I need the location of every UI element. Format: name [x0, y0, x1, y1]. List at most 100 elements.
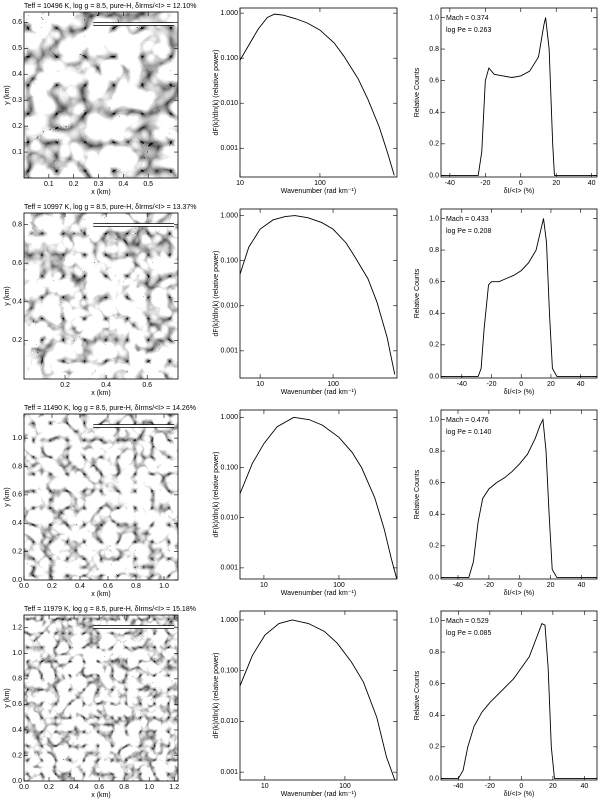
y-tick-label: 0.8 — [429, 46, 439, 53]
x-tick-label: 0 — [518, 582, 522, 589]
x-tick-label: 0.5 — [143, 181, 153, 188]
y-tick-label: 0.6 — [12, 492, 22, 499]
y-tick-label: 0.2 — [12, 548, 22, 555]
y-tick-label: 0.100 — [220, 258, 238, 265]
y-axis-label: y (km) — [4, 487, 11, 506]
granulation-image — [24, 414, 178, 580]
y-tick-label: 0.4 — [429, 109, 439, 116]
x-tick-label: 0 — [519, 381, 523, 388]
x-tick-label: 40 — [580, 783, 588, 790]
y-tick-label: 0.4 — [12, 71, 22, 78]
annotation: log Pe = 0.140 — [446, 429, 491, 436]
panel-title: Teff = 11490 K, log g = 8.5, pure-H, δIr… — [24, 405, 196, 412]
x-tick-label: -40 — [453, 783, 463, 790]
x-tick-label: 0 — [519, 180, 523, 187]
y-axis-label: y (km) — [4, 286, 11, 305]
y-tick-label: 0.2 — [429, 543, 439, 550]
y-tick-label: 0.0 — [429, 775, 439, 782]
y-axis-label: Relative Counts — [414, 67, 421, 117]
x-tick-label: 0 — [519, 783, 523, 790]
data-line — [239, 416, 398, 580]
x-tick-label: 10 — [256, 381, 264, 388]
x-tick-label: 0.0 — [19, 784, 29, 791]
x-tick-label: 0.0 — [19, 583, 29, 590]
x-tick-label: 0.8 — [131, 583, 141, 590]
plot-frame — [23, 11, 179, 179]
x-tick-label: 0.6 — [94, 784, 104, 791]
plot-frame — [440, 7, 598, 178]
y-tick-label: 0.001 — [220, 348, 238, 355]
y-tick-label: 0.5 — [12, 45, 22, 52]
x-tick-label: 0.4 — [118, 181, 128, 188]
y-tick-label: 0.8 — [429, 649, 439, 656]
y-tick-label: 1.0 — [12, 435, 22, 442]
x-tick-label: 0.3 — [94, 181, 104, 188]
x-tick-label: 0.4 — [69, 784, 79, 791]
y-tick-label: 0.0 — [429, 574, 439, 581]
x-axis-label: Wavenumber (rad km⁻¹) — [281, 791, 356, 798]
y-axis-label: Relative Counts — [414, 469, 421, 519]
x-tick-label: 0.4 — [75, 583, 85, 590]
y-tick-label: 1.0 — [429, 14, 439, 21]
y-tick-label: 1.000 — [220, 414, 238, 421]
y-axis-label: Relative Counts — [414, 268, 421, 318]
x-tick-label: 10 — [260, 582, 268, 589]
x-tick-label: 100 — [339, 783, 351, 790]
x-tick-label: 20 — [552, 180, 560, 187]
x-tick-label: 100 — [327, 381, 339, 388]
plot-frame — [440, 610, 598, 781]
y-tick-label: 0.2 — [429, 342, 439, 349]
annotation: log Pe = 0.208 — [446, 228, 491, 235]
granulation-image — [24, 615, 178, 781]
y-tick-label: 0.010 — [220, 515, 238, 522]
y-tick-label: 0.0 — [12, 577, 22, 584]
x-axis-label: Wavenumber (rad km⁻¹) — [281, 590, 356, 597]
data-line — [239, 215, 396, 375]
x-tick-label: -40 — [453, 582, 463, 589]
y-tick-label: 0.010 — [220, 718, 238, 725]
x-axis-label: x (km) — [91, 390, 110, 397]
y-tick-label: 0.6 — [429, 479, 439, 486]
y-tick-label: 1.0 — [12, 650, 22, 657]
y-tick-label: 0.2 — [12, 752, 22, 759]
x-axis-label: δI/<I> (%) — [504, 791, 535, 798]
x-tick-label: -20 — [485, 783, 495, 790]
y-tick-label: 0.3 — [12, 97, 22, 104]
y-tick-label: 0.001 — [220, 769, 238, 776]
y-tick-label: 1.2 — [12, 625, 22, 632]
x-tick-label: 20 — [547, 582, 555, 589]
data-line — [441, 417, 597, 578]
y-tick-label: 0.4 — [429, 712, 439, 719]
y-tick-label: 0.4 — [429, 511, 439, 518]
x-axis-label: δI/<I> (%) — [504, 389, 535, 396]
y-tick-label: 0.0 — [429, 172, 439, 179]
plot-frame — [440, 208, 598, 379]
data-line — [441, 218, 597, 377]
annotation: log Pe = 0.263 — [446, 27, 491, 34]
y-tick-label: 0.001 — [220, 565, 238, 572]
y-tick-label: 0.8 — [429, 448, 439, 455]
y-tick-label: 0.6 — [12, 19, 22, 26]
x-tick-label: 1.0 — [159, 583, 169, 590]
y-tick-label: 0.100 — [220, 668, 238, 675]
x-tick-label: -20 — [480, 180, 490, 187]
x-tick-label: -20 — [486, 381, 496, 388]
y-tick-label: 0.0 — [429, 373, 439, 380]
y-axis-label: dF(k)/dln(k) (relative power) — [213, 653, 220, 739]
plot-frame — [440, 409, 598, 580]
plot-frame — [239, 409, 398, 580]
x-tick-label: 0.4 — [101, 382, 111, 389]
annotation: Mach = 0.529 — [446, 618, 489, 625]
y-tick-label: 0.0 — [12, 778, 22, 785]
x-tick-label: -20 — [484, 582, 494, 589]
x-tick-label: -40 — [445, 180, 455, 187]
y-tick-label: 0.8 — [12, 463, 22, 470]
panel-title: Teff = 10997 K, log g = 8.5, pure-H, δIr… — [24, 204, 196, 211]
x-tick-label: -40 — [457, 381, 467, 388]
plot-frame — [23, 413, 179, 581]
y-tick-label: 0.8 — [12, 221, 22, 228]
annotation: log Pe = 0.085 — [446, 630, 491, 637]
y-tick-label: 0.4 — [429, 310, 439, 317]
y-tick-label: 0.001 — [220, 145, 238, 152]
annotation: Mach = 0.433 — [446, 216, 489, 223]
